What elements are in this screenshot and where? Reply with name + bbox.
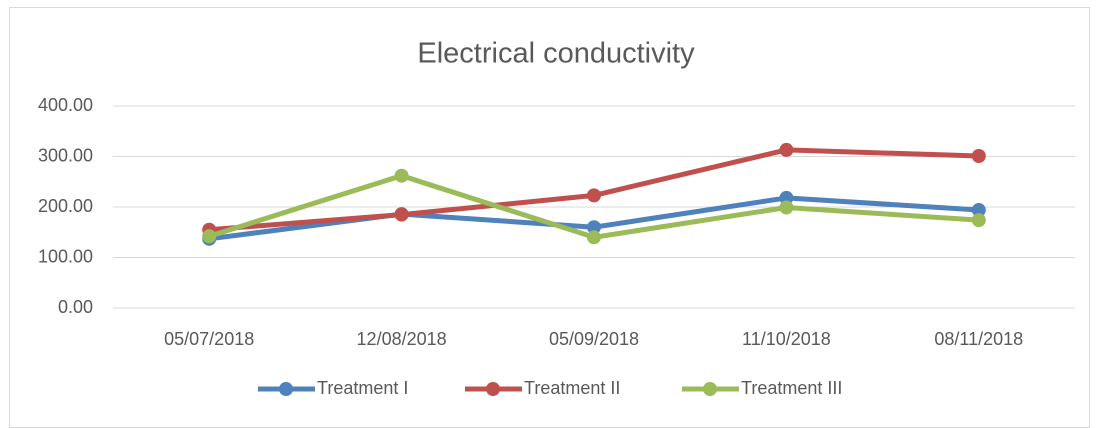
series-marker (971, 213, 986, 228)
legend-marker (279, 382, 293, 396)
series-marker (971, 203, 986, 218)
legend-label: Treatment I (317, 378, 408, 398)
series-marker (779, 190, 794, 205)
legend-label: Treatment II (524, 378, 620, 398)
series-marker (587, 188, 601, 203)
x-tick-label: 11/10/2018 (742, 329, 831, 349)
series-marker (779, 142, 794, 157)
series-marker (587, 230, 601, 245)
legend-marker (703, 382, 717, 396)
series-marker (971, 148, 986, 163)
y-tick-label: 300.00 (38, 145, 93, 165)
y-tick-label: 200.00 (38, 196, 93, 216)
series-marker (394, 207, 409, 222)
x-tick-label: 05/07/2018 (164, 329, 254, 349)
y-tick-label: 400.00 (38, 95, 93, 115)
series-marker (779, 200, 794, 215)
y-tick-label: 100.00 (38, 246, 93, 266)
series-marker (587, 220, 601, 235)
y-tick-label: 0.00 (58, 297, 93, 317)
series-marker (394, 168, 409, 183)
chart-title: Electrical conductivity (417, 38, 695, 70)
x-tick-label: 12/08/2018 (357, 329, 447, 349)
x-tick-label: 08/11/2018 (934, 329, 1023, 349)
legend-label: Treatment III (741, 378, 842, 398)
legend-marker (486, 382, 500, 396)
x-tick-label: 05/09/2018 (549, 329, 639, 349)
series-marker (202, 229, 217, 244)
